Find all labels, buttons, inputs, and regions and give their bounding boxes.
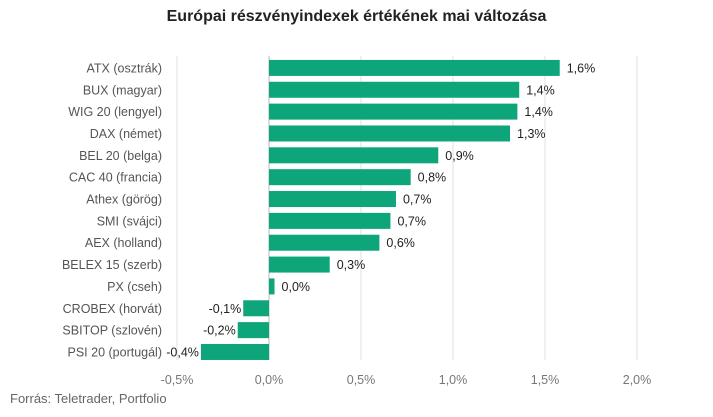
x-tick-label: 1,5%	[531, 373, 560, 387]
x-tick-label: 1,0%	[439, 373, 468, 387]
value-label: 1,3%	[517, 127, 546, 141]
category-label: ATX (osztrák)	[87, 61, 162, 75]
bar	[269, 234, 380, 251]
category-label: PSI 20 (portugál)	[68, 345, 163, 359]
bar	[200, 343, 269, 360]
bar	[269, 147, 439, 164]
category-label: WIG 20 (lengyel)	[68, 105, 162, 119]
value-label: 1,4%	[524, 105, 553, 119]
category-label: CROBEX (horvát)	[63, 302, 162, 316]
value-label: 0,0%	[282, 280, 311, 294]
bar	[269, 81, 520, 98]
value-label: -0,4%	[166, 345, 199, 359]
category-label: AEX (holland)	[85, 236, 162, 250]
value-label: 1,4%	[526, 83, 555, 97]
value-label: 0,8%	[418, 171, 447, 185]
value-label: 0,7%	[403, 193, 432, 207]
category-label: PX (cseh)	[107, 280, 162, 294]
gridlines	[176, 56, 638, 360]
bar	[269, 125, 511, 142]
bar	[269, 278, 275, 295]
bars	[200, 59, 560, 360]
value-label: 0,9%	[445, 149, 474, 163]
x-tick-label: 0,0%	[255, 373, 284, 387]
category-label: BEL 20 (belga)	[79, 149, 162, 163]
source-note: Forrás: Teletrader, Portfolio	[10, 391, 167, 406]
bar	[269, 212, 391, 229]
category-label: Athex (görög)	[86, 193, 162, 207]
value-label: 1,6%	[567, 61, 596, 75]
value-label: -0,1%	[209, 302, 242, 316]
value-label: -0,2%	[203, 324, 236, 338]
bar	[269, 169, 411, 186]
x-tick-label: 2,0%	[623, 373, 652, 387]
chart-title: Európai részvényindexek értékének mai vá…	[166, 8, 547, 25]
bar	[269, 59, 560, 76]
category-label: SMI (svájci)	[97, 214, 162, 228]
x-tick-label: -0,5%	[161, 373, 194, 387]
bar	[269, 191, 396, 208]
x-tick-label: 0,5%	[347, 373, 376, 387]
value-label: 0,6%	[386, 236, 415, 250]
category-label: SBITOP (szlovén)	[62, 324, 162, 338]
category-labels: ATX (osztrák) BUX (magyar) WIG 20 (lengyel…	[62, 61, 162, 359]
category-label: CAC 40 (francia)	[69, 171, 162, 185]
value-label: 0,3%	[337, 258, 366, 272]
category-label: BELEX 15 (szerb)	[62, 258, 162, 272]
bar	[269, 103, 518, 120]
value-labels: 1,6% 1,4% 1,4% 1,3% 0,9% 0,8% 0,7% 0,7% 0,6% 0,3%…	[166, 61, 595, 359]
value-label: 0,7%	[397, 214, 426, 228]
bar	[243, 300, 269, 317]
category-label: BUX (magyar)	[83, 83, 162, 97]
bar	[237, 322, 269, 339]
bar	[269, 256, 330, 273]
x-axis-tick-labels: -0,5% 0,0% 0,5% 1,0% 1,5% 2,0%	[161, 373, 652, 387]
category-label: DAX (német)	[90, 127, 162, 141]
